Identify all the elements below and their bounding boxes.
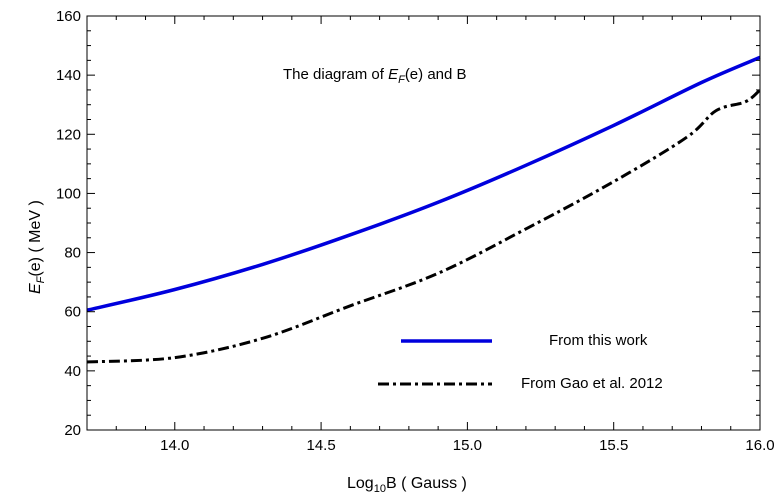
legend-label-gao: From Gao et al. 2012 [521,375,663,392]
y-tick-label: 60 [64,304,81,321]
x-axis-label: Log10B ( Gauss ) [347,475,467,495]
y-tick-label: 120 [56,126,81,143]
chart-title: The diagram of EF(e) and B [283,66,467,86]
series-line-this-work [86,55,761,312]
y-tick-label: 20 [64,422,81,439]
y-tick-label: 80 [64,245,81,262]
axis-ticks: 14.0 14.5 15.0 15.5 16.0 20 40 60 80 100 120 140 160 [56,8,775,454]
series-layer [86,55,762,364]
series-line-gao-2012 [86,88,762,364]
y-tick-label: 40 [64,363,81,380]
legend-label-this-work: From this work [549,332,648,349]
y-tick-label: 140 [56,67,81,84]
x-tick-label: 14.0 [160,437,189,454]
x-tick-label: 15.0 [453,437,482,454]
x-tick-label: 16.0 [745,437,774,454]
y-tick-label: 160 [56,8,81,25]
x-tick-label: 14.5 [306,437,335,454]
x-tick-label: 15.5 [599,437,628,454]
y-axis-label: EF(e) ( MeV ) [27,200,47,294]
y-tick-label: 100 [56,185,81,202]
legend: From this work From Gao et al. 2012 [378,332,663,392]
